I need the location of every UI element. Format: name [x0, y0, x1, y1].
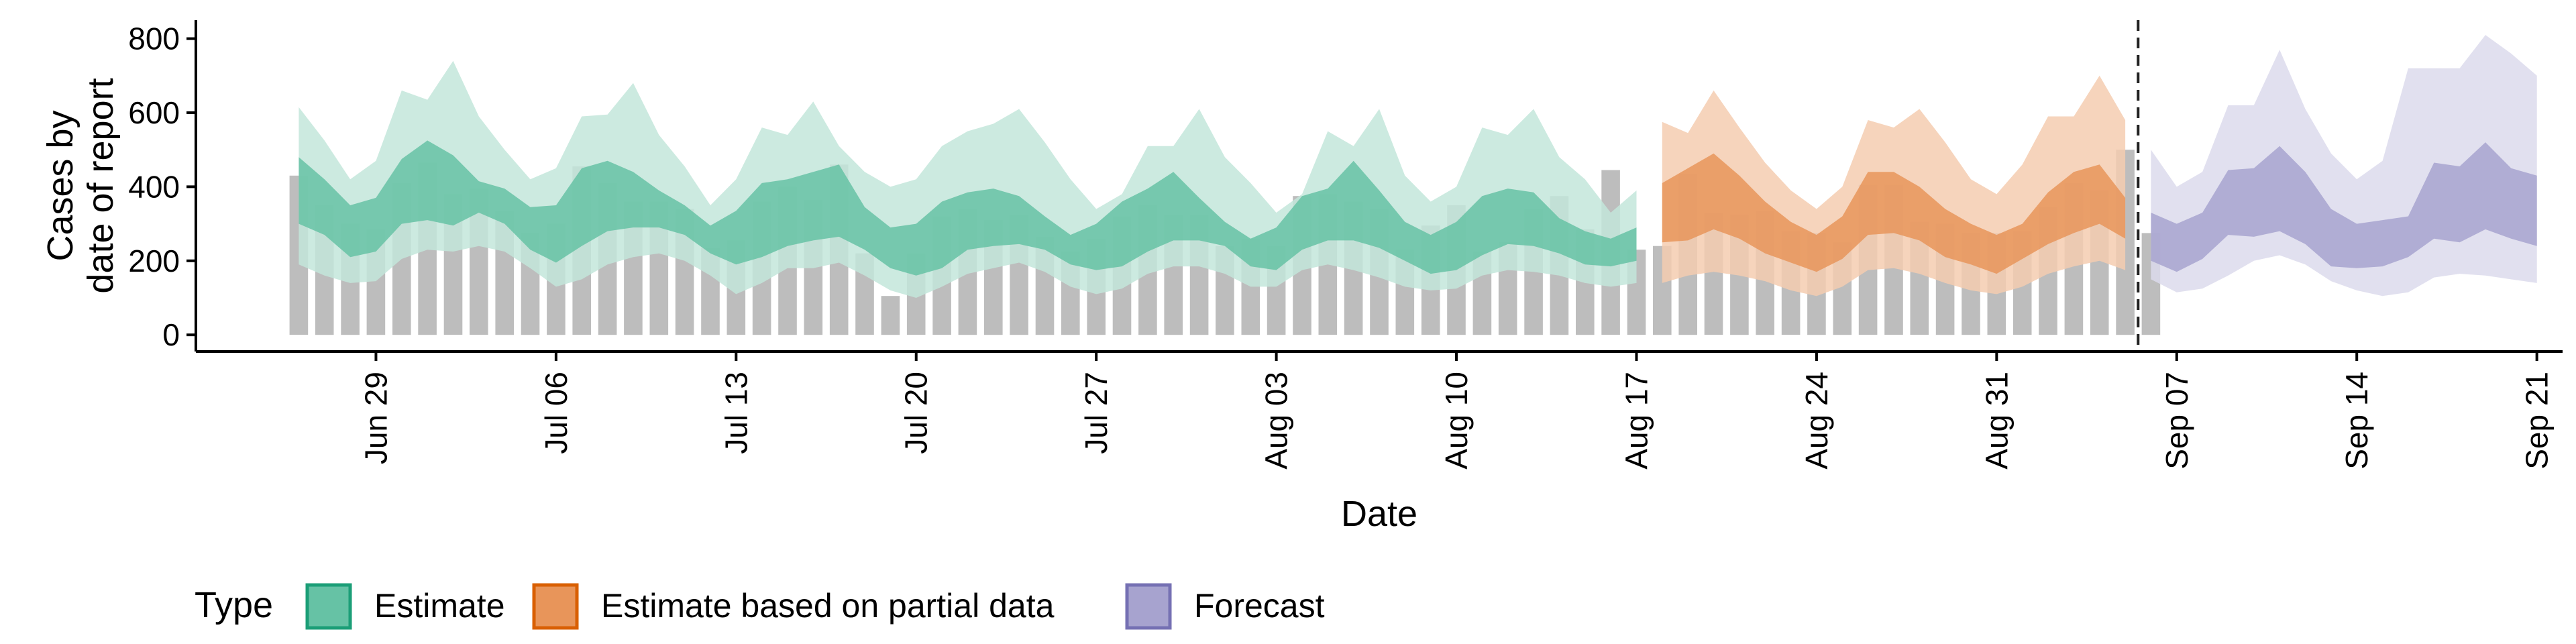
legend-key [305, 583, 352, 630]
y-axis-title-line: date of report [80, 78, 121, 293]
case-bar [881, 296, 900, 335]
legend-label: Estimate based on partial data [601, 587, 1055, 625]
band-50-1 [1662, 153, 2126, 274]
x-tick-label: Sep 07 [2159, 372, 2194, 470]
x-tick-label: Aug 24 [1799, 372, 1834, 470]
legend-key [532, 583, 579, 630]
x-tick-label: Jul 27 [1079, 372, 1114, 454]
x-tick-label: Jun 29 [358, 372, 393, 464]
x-tick-label: Jul 06 [539, 372, 574, 454]
legend-label: Estimate [374, 587, 505, 625]
band-50-2 [2151, 142, 2537, 272]
ribbons-group [299, 35, 2537, 298]
legend-key [1125, 583, 1172, 630]
y-tick-label: 200 [128, 244, 180, 278]
legend-label: Forecast [1194, 587, 1325, 625]
x-axis-title: Date [1341, 494, 1417, 534]
x-tick-label: Jul 13 [718, 372, 753, 454]
y-tick-label: 0 [162, 317, 180, 352]
x-tick-label: Sep 14 [2339, 372, 2374, 470]
legend: Type Estimate Estimate based on partial da… [195, 583, 1325, 630]
y-tick-label: 800 [128, 21, 180, 56]
y-axis-title-line: Cases by [40, 110, 80, 261]
y-tick-label: 400 [128, 169, 180, 204]
x-tick-label: Sep 21 [2520, 372, 2555, 470]
y-tick-label: 600 [128, 95, 180, 130]
x-tick-label: Jul 20 [899, 372, 934, 454]
x-tick-label: Aug 03 [1259, 372, 1294, 470]
y-axis-title: Cases bydate of report [40, 78, 121, 293]
x-tick-label: Aug 17 [1619, 372, 1654, 470]
axes-group: 0 200 400 600 800 Jun 29 Jul 06 Jul 13 Jul 20 Jul… [40, 20, 2563, 534]
legend-title: Type [195, 585, 273, 625]
band-50-0 [299, 140, 1637, 276]
x-tick-label: Aug 31 [1979, 372, 2014, 470]
x-tick-label: Aug 10 [1439, 372, 1474, 470]
